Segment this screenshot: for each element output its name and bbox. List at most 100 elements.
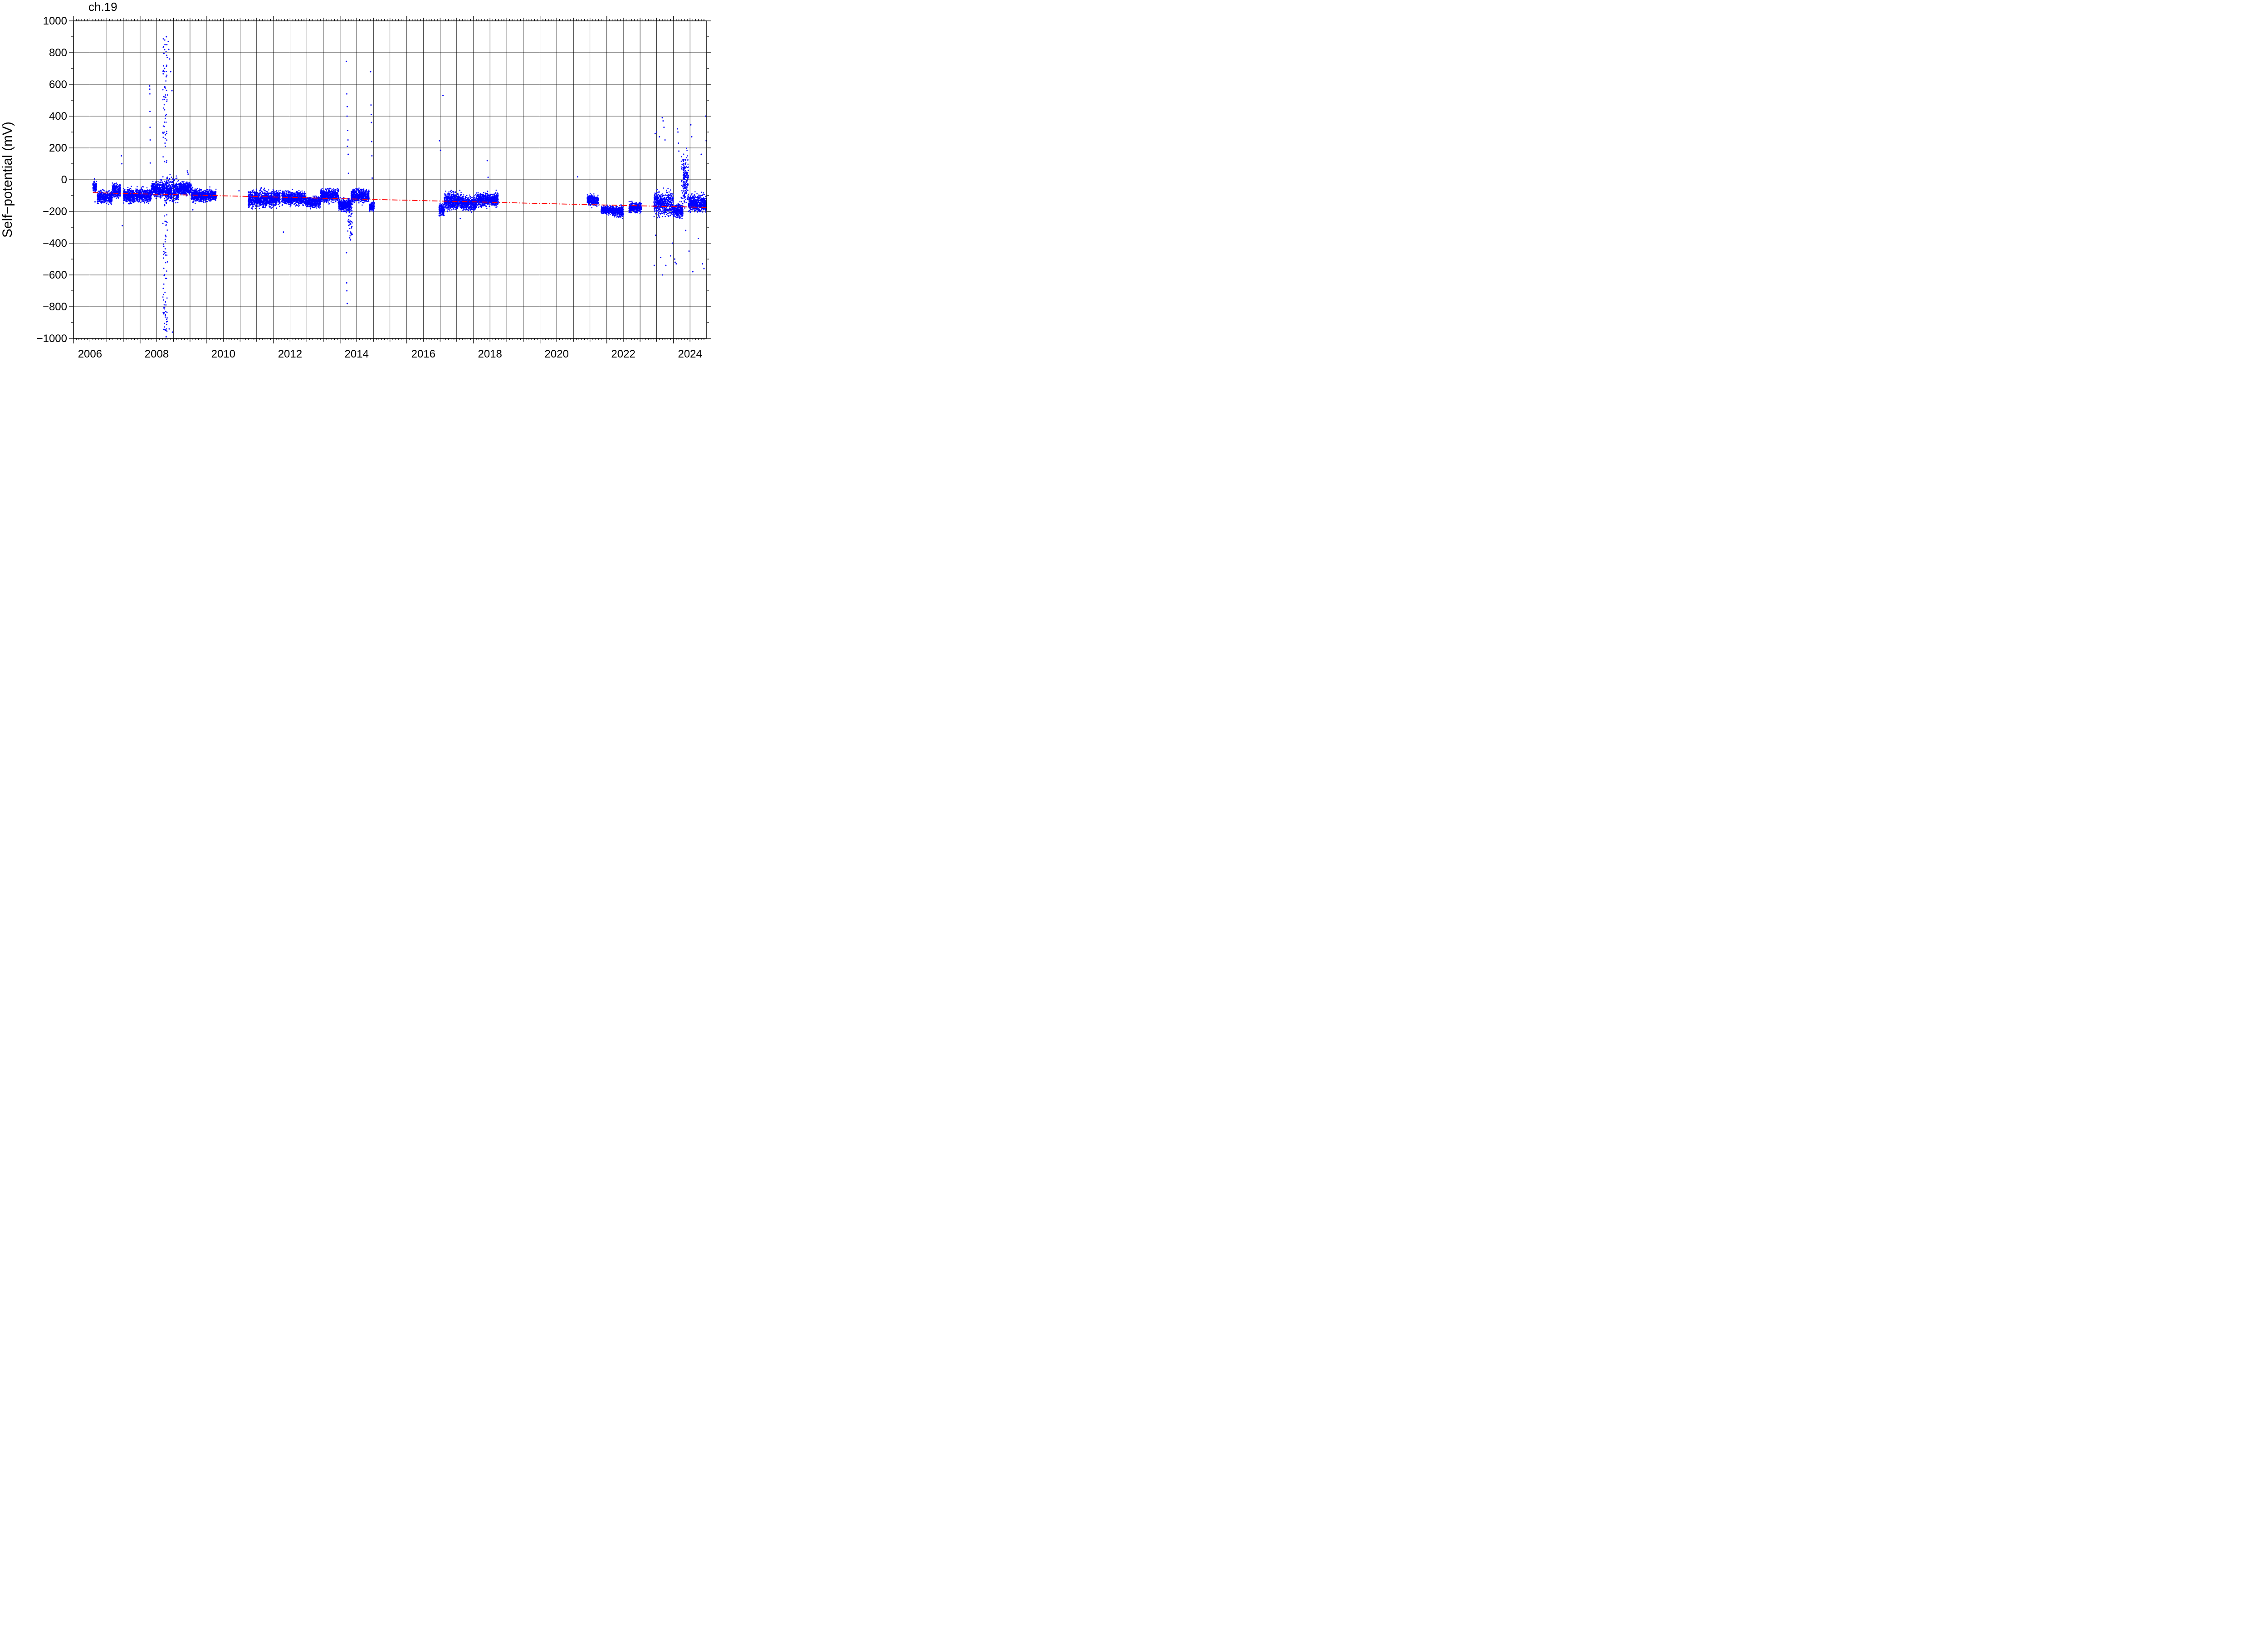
- data-point: [175, 183, 177, 185]
- data-point: [209, 188, 210, 190]
- data-point: [178, 199, 179, 201]
- data-point: [191, 191, 193, 193]
- data-point: [194, 192, 196, 194]
- data-point: [260, 187, 262, 188]
- data-point: [172, 191, 174, 192]
- data-point: [267, 199, 268, 201]
- data-point: [174, 192, 176, 194]
- data-point: [196, 196, 198, 198]
- data-point: [156, 194, 158, 196]
- data-point: [157, 185, 158, 186]
- data-point: [256, 204, 258, 206]
- data-point: [169, 185, 171, 186]
- data-point: [208, 194, 210, 196]
- data-point: [271, 196, 273, 198]
- data-point: [109, 197, 111, 199]
- data-point: [124, 199, 126, 201]
- data-point: [179, 190, 181, 191]
- data-point: [264, 201, 265, 203]
- data-point: [158, 196, 160, 198]
- data-point: [277, 193, 279, 194]
- data-point: [149, 197, 151, 198]
- data-point: [164, 186, 165, 187]
- data-point: [142, 190, 143, 191]
- data-point: [120, 185, 121, 186]
- data-point: [168, 186, 170, 187]
- data-point: [279, 193, 281, 195]
- data-point: [214, 191, 215, 193]
- data-point: [176, 193, 177, 195]
- data-point: [210, 192, 212, 194]
- data-point: [112, 182, 113, 184]
- data-point: [265, 201, 267, 203]
- data-point: [115, 190, 116, 192]
- data-point: [147, 200, 148, 201]
- data-point: [167, 189, 169, 191]
- data-point: [258, 198, 259, 200]
- data-point: [166, 188, 167, 190]
- data-point: [117, 191, 118, 193]
- data-point: [106, 202, 108, 204]
- data-point: [123, 195, 125, 196]
- data-point: [263, 205, 265, 206]
- data-point: [118, 192, 120, 194]
- data-point: [249, 205, 250, 207]
- data-point: [274, 191, 276, 192]
- data-point: [119, 190, 121, 191]
- data-point: [276, 190, 278, 191]
- data-point: [207, 197, 208, 199]
- data-point: [255, 204, 257, 206]
- data-point: [129, 203, 131, 205]
- data-point: [195, 198, 197, 200]
- data-point: [162, 184, 164, 186]
- data-point: [127, 195, 129, 197]
- data-point: [262, 191, 264, 193]
- data-point: [136, 200, 138, 201]
- data-point: [117, 191, 119, 192]
- data-point: [165, 184, 167, 186]
- data-point: [105, 200, 107, 202]
- data-point: [98, 196, 100, 197]
- data-point: [259, 205, 260, 207]
- data-point: [213, 196, 215, 198]
- data-point: [145, 198, 147, 200]
- data-point: [173, 192, 175, 194]
- data-point: [273, 204, 274, 206]
- data-point: [175, 186, 177, 187]
- data-point: [267, 202, 269, 204]
- data-point: [196, 200, 198, 202]
- data-point: [174, 199, 176, 201]
- data-point: [207, 201, 208, 202]
- data-point: [258, 195, 259, 196]
- data-point: [275, 191, 277, 193]
- data-point: [125, 196, 126, 198]
- data-point: [104, 197, 105, 199]
- data-point: [93, 185, 94, 186]
- data-point: [99, 200, 101, 201]
- data-point: [194, 196, 196, 198]
- data-point: [254, 208, 256, 210]
- data-point: [132, 196, 133, 197]
- data-point: [181, 193, 183, 194]
- data-point: [168, 196, 170, 197]
- data-point: [113, 191, 115, 193]
- data-point: [186, 181, 187, 183]
- data-point: [127, 201, 129, 202]
- data-point: [109, 200, 111, 201]
- data-point: [263, 200, 264, 201]
- data-point: [102, 201, 103, 202]
- data-point: [117, 193, 119, 195]
- data-point: [176, 177, 178, 179]
- data-point: [172, 183, 174, 185]
- data-point: [270, 199, 272, 201]
- data-point: [255, 193, 257, 195]
- data-point: [209, 200, 210, 201]
- data-point: [180, 183, 181, 185]
- data-point: [167, 182, 169, 184]
- data-point: [140, 198, 142, 200]
- data-point: [144, 202, 145, 204]
- data-point: [98, 197, 99, 199]
- data-point: [187, 185, 189, 186]
- data-point: [208, 195, 210, 196]
- data-point: [201, 194, 203, 195]
